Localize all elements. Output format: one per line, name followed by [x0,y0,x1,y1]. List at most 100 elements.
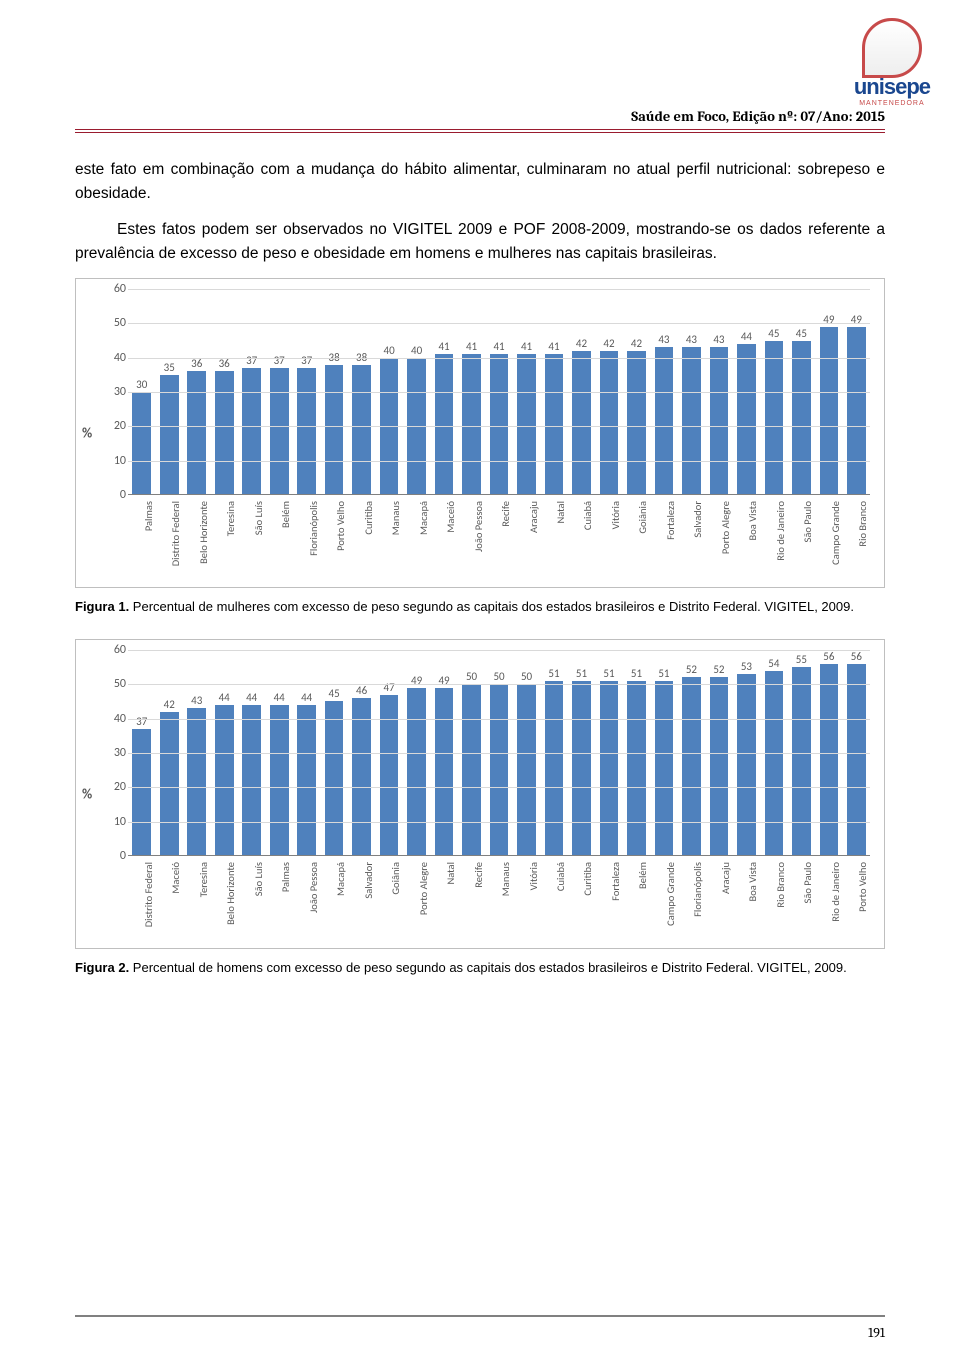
chart-gridline [128,426,870,427]
chart-x-label: Manaus [389,501,402,535]
chart-x-label: Maceió [444,501,457,533]
chart-bar-value: 50 [493,670,504,683]
chart-x-label: Curitiba [581,862,594,896]
chart-bar-value: 45 [796,327,807,340]
chart-bar-value: 52 [686,663,697,676]
chart-bar [187,371,206,495]
chart-y-tick: 40 [100,351,126,365]
chart-x-label: Distrito Federal [169,501,182,566]
figure-1-caption-text: Percentual de mulheres com excesso de pe… [129,599,854,614]
chart-y-tick: 20 [100,419,126,433]
chart-x-label-slot: Maceió [155,858,182,944]
chart-x-label: Curitiba [362,501,375,535]
figure-2-caption-label: Figura 2. [75,960,129,975]
chart-bar-value: 45 [329,687,340,700]
chart-x-label: Natal [444,862,457,885]
chart-x-label-slot: Rio de Janeiro [760,497,787,583]
chart-x-label-slot: Manaus [485,858,512,944]
chart-x-label: Florianópolis [307,501,320,556]
chart-bar-value: 36 [191,357,202,370]
chart-x-label-slot: São Paulo [788,497,815,583]
chart-bar-value: 56 [823,650,834,663]
chart-bar-value: 52 [713,663,724,676]
chart-bar-value: 44 [274,691,285,704]
chart-x-label: Teresina [197,862,210,897]
chart-x-label: Goiânia [636,501,649,534]
chart-x-label: Rio Branco [856,501,869,547]
chart-x-label: Belo Horizonte [197,501,210,564]
chart-bar [545,681,564,856]
chart-bar [132,729,151,856]
chart-bar [187,708,206,856]
chart-gridline [128,323,870,324]
chart-x-label-slot: Boa Vista [733,497,760,583]
chart-bar [435,354,454,495]
paragraph-1: este fato em combinação com a mudança do… [75,158,885,206]
chart-x-label-slot: Distrito Federal [128,858,155,944]
chart-x-label: Vitória [609,501,622,529]
chart-y-tick: 40 [100,712,126,726]
chart-bar [792,341,811,496]
chart-x-label-slot: Porto Alegre [403,858,430,944]
chart-bar [297,705,316,856]
chart-x-label: Goiânia [389,862,402,895]
chart-bar [765,341,784,496]
chart-x-label: Fortaleza [664,501,677,540]
chart-y-tick: 50 [100,677,126,691]
chart-bar [517,354,536,495]
chart-bar-value: 56 [851,650,862,663]
chart-bar-value: 37 [274,354,285,367]
chart-x-label-slot: Porto Alegre [705,497,732,583]
chart-bar-value: 44 [741,330,752,343]
chart-bar-value: 51 [603,667,614,680]
chart-y-tick: 50 [100,316,126,330]
chart-bar [242,368,261,495]
chart-x-label-slot: Curitiba [568,858,595,944]
figure-2-caption: Figura 2. Percentual de homens com exces… [75,959,885,978]
chart-y-tick: 0 [100,849,126,863]
chart-x-label: São Luís [252,862,265,896]
chart-bar [820,664,839,856]
chart-x-label: Porto Alegre [719,501,732,554]
chart-x-label: Distrito Federal [142,862,155,927]
chart-x-label: Palmas [279,862,292,892]
chart-bar-value: 42 [576,337,587,350]
chart-x-label: São Luís [252,501,265,535]
chart-bar-value: 51 [631,667,642,680]
chart-bar [737,344,756,495]
chart-x-label: João Pessoa [472,501,485,552]
chart-bar [435,688,454,856]
chart-x-label-slot: Porto Velho [320,497,347,583]
chart-x-label: Rio Branco [774,862,787,908]
chart-x-label: Salvador [691,501,704,538]
chart-x-label-slot: João Pessoa [458,497,485,583]
chart-x-label: Salvador [362,862,375,899]
chart-bar-value: 45 [768,327,779,340]
chart-bar-value: 40 [411,344,422,357]
chart-bar [572,351,591,495]
chart-x-label-slot: Teresina [210,497,237,583]
chart-x-label: Porto Alegre [417,862,430,915]
chart-x-label-slot: Aracaju [513,497,540,583]
chart-bar [215,705,234,856]
chart-x-label-slot: São Paulo [788,858,815,944]
chart1-x-axis-line [128,494,870,495]
chart-bar-value: 50 [521,670,532,683]
chart1-y-ticks: 0102030405060 [100,289,126,495]
chart-x-label: João Pessoa [307,862,320,913]
figure-1-caption: Figura 1. Percentual de mulheres com exc… [75,598,885,617]
chart-gridline [128,650,870,651]
figure-1-chart: % 0102030405060 303536363737373838404041… [75,278,885,588]
chart-bar-value: 53 [741,660,752,673]
chart-x-label-slot: Palmas [265,858,292,944]
chart-bar-value: 44 [301,691,312,704]
chart-bar-value: 41 [548,340,559,353]
chart-x-label-slot: Fortaleza [650,497,677,583]
chart-x-label-slot: Salvador [678,497,705,583]
chart-x-label: Vitória [527,862,540,890]
chart-bar [765,671,784,856]
chart-x-label: Fortaleza [609,862,622,901]
chart-gridline [128,822,870,823]
chart1-y-axis-label: % [82,425,92,442]
chart-x-label-slot: Distrito Federal [155,497,182,583]
